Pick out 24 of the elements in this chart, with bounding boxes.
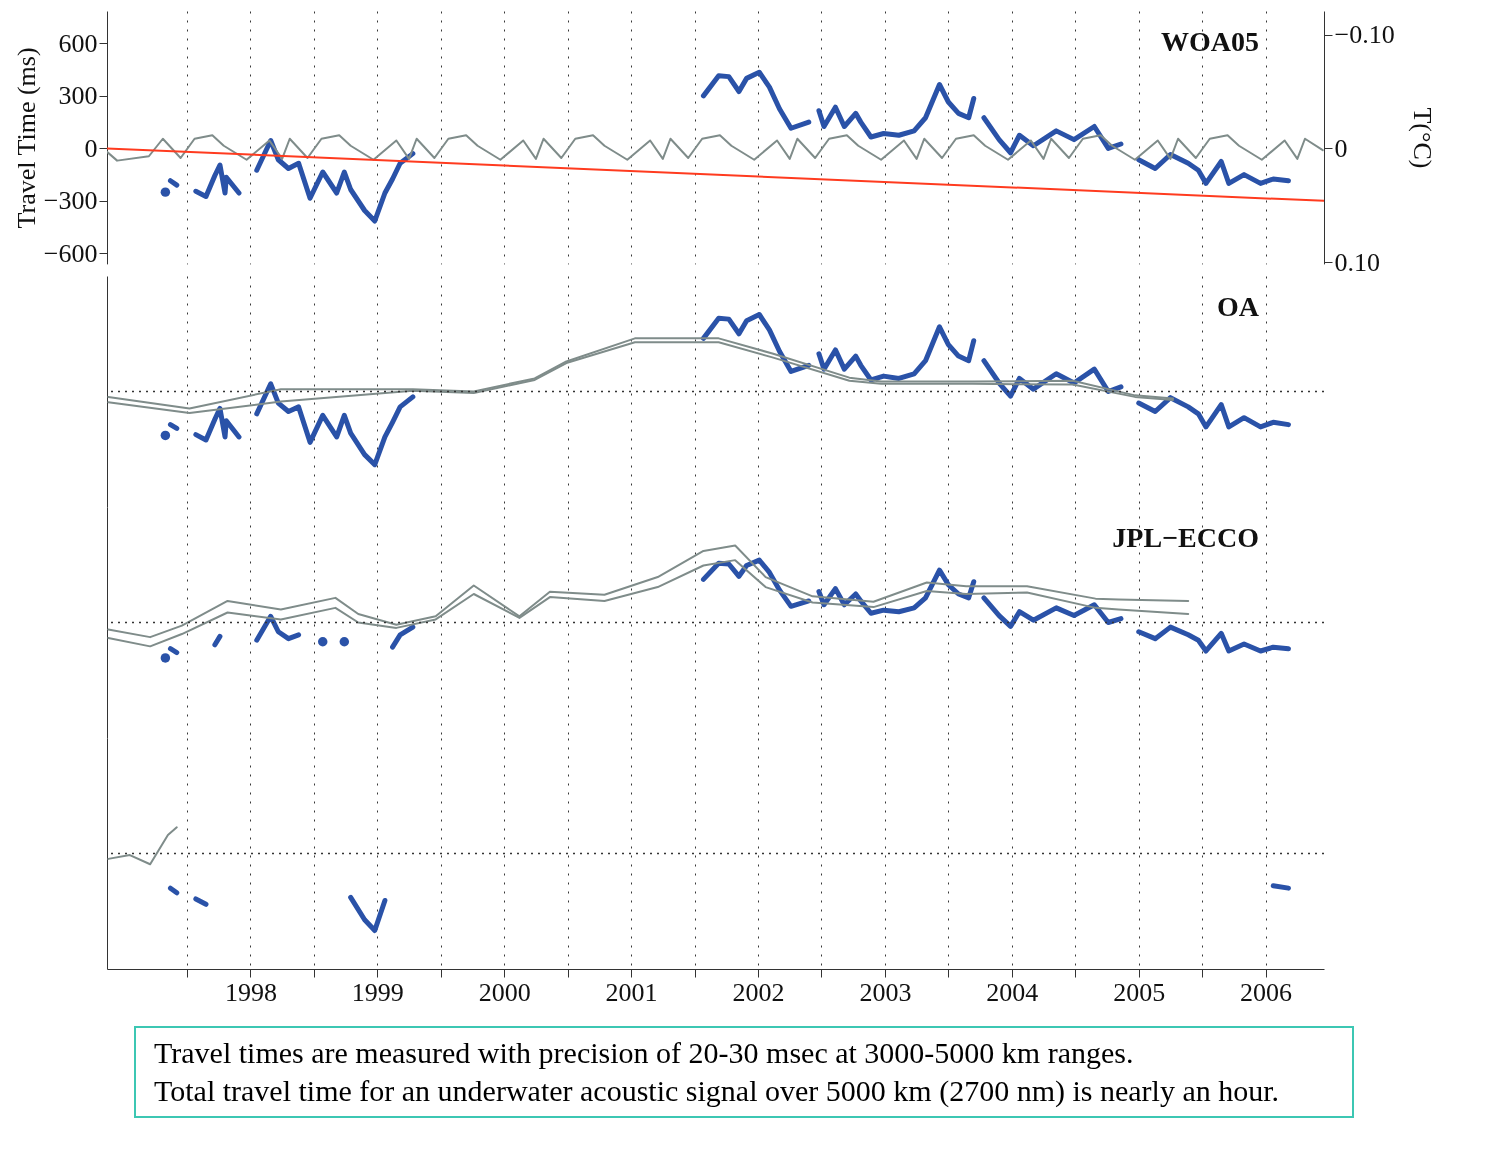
- x-tick-label: 1998: [224, 977, 277, 1007]
- text: Total travel time for an underwater acoustic signal over 5000 km (2700 nm) is nearly an hour.: [154, 1073, 1281, 1109]
- y2-tick-label: −0.10: [1334, 20, 1395, 50]
- y-axis-title: Travel Time (ms): [11, 47, 41, 229]
- chart-title: OA: [1217, 291, 1260, 322]
- x-tick-label: 2003: [859, 977, 912, 1007]
- y-tick-label: 0: [84, 133, 98, 163]
- y2-tick-label: 0: [1334, 133, 1348, 163]
- x-tick-label: 2001: [605, 977, 658, 1007]
- x-tick-label: 2006: [1240, 977, 1293, 1007]
- x-tick-label: 2005: [1113, 977, 1166, 1007]
- text: WOA05: [1161, 26, 1259, 57]
- x-tick-label: 1999: [351, 977, 404, 1007]
- y2-axis-title: T(°C): [1407, 107, 1437, 169]
- y-tick-label: 300: [58, 81, 98, 111]
- chart-title: JPL−ECCO: [1112, 522, 1259, 553]
- text: Travel times are measured with precision of 20-30 msec at 3000-5000 km ranges.: [154, 1035, 1135, 1071]
- y-tick-label: −600: [43, 238, 98, 268]
- y2-tick-label: 0.10: [1334, 247, 1380, 277]
- y-tick-label: −300: [43, 186, 98, 216]
- y-tick-label: 600: [58, 28, 98, 58]
- x-tick-label: 2002: [732, 977, 785, 1007]
- x-tick-label: 2000: [478, 977, 531, 1007]
- x-tick-label: 2004: [986, 977, 1039, 1007]
